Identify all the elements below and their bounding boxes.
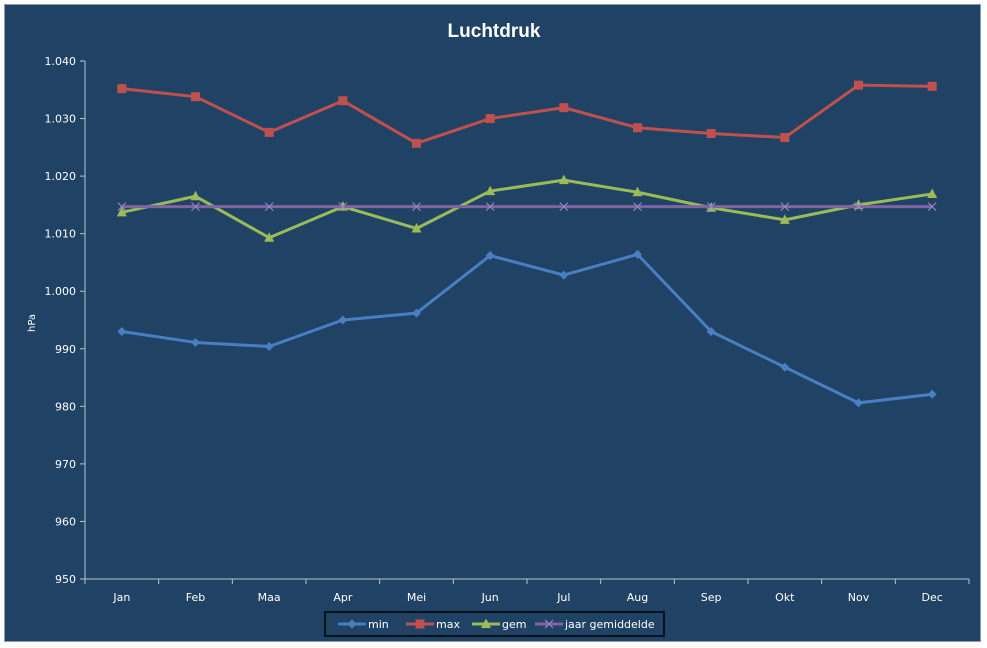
legend-label: min	[368, 618, 389, 631]
x-tick-label: Apr	[333, 591, 353, 604]
chart-title: Luchtdruk	[448, 21, 541, 42]
data-point	[117, 84, 127, 94]
x-tick-label: Dec	[922, 591, 943, 604]
data-point	[706, 202, 716, 212]
data-point	[780, 133, 790, 143]
y-tick-label: 990	[55, 343, 76, 356]
series-group	[116, 80, 938, 408]
x-tick-label: Jul	[556, 591, 570, 604]
y-tick-label: 950	[55, 573, 76, 586]
data-point	[338, 202, 348, 212]
data-point	[116, 206, 127, 217]
data-point	[927, 202, 937, 212]
data-point	[558, 174, 569, 185]
data-point	[264, 232, 275, 242]
series-max	[117, 80, 937, 148]
data-point	[191, 337, 200, 347]
data-point	[780, 202, 790, 212]
legend-marker	[415, 619, 425, 629]
data-point	[927, 389, 937, 399]
data-point	[485, 114, 495, 124]
data-point	[191, 92, 200, 102]
series-jaar-gemiddelde	[117, 202, 937, 212]
y-tick-label: 1.010	[45, 228, 77, 241]
x-tick-label: Sep	[701, 591, 722, 604]
data-point	[338, 96, 348, 106]
data-point	[633, 202, 642, 212]
x-tick-label: Feb	[186, 591, 205, 604]
x-tick-label: Aug	[627, 591, 648, 604]
x-tick-label: Jun	[481, 591, 499, 604]
data-point	[559, 202, 569, 212]
legend: min max gem jaar gemiddelde	[324, 611, 665, 637]
y-tick-label: 970	[55, 458, 76, 471]
x-tick-label: Maa	[258, 591, 281, 604]
legend-marker	[347, 619, 357, 629]
legend-label: jaar gemiddelde	[564, 618, 655, 631]
data-point	[706, 129, 716, 139]
data-point	[338, 315, 348, 325]
y-tick-label: 1.030	[45, 113, 77, 126]
x-tick-label: Nov	[848, 591, 870, 604]
data-point	[412, 202, 421, 212]
data-point	[779, 214, 790, 224]
data-point	[780, 362, 790, 372]
data-point	[854, 398, 863, 408]
legend-label: max	[436, 618, 460, 631]
data-point	[264, 127, 274, 137]
data-point	[191, 202, 200, 212]
data-point	[412, 308, 421, 318]
data-point	[927, 81, 937, 91]
data-point	[264, 202, 274, 212]
data-point	[412, 138, 421, 148]
data-point	[117, 202, 127, 212]
data-point	[559, 270, 569, 280]
series-line	[121, 252, 933, 405]
data-point	[706, 327, 716, 337]
data-point	[485, 202, 495, 212]
data-point	[485, 251, 495, 261]
legend-marker	[544, 619, 554, 629]
data-point	[264, 341, 274, 351]
x-tick-label: Okt	[775, 591, 795, 604]
series-line	[121, 83, 933, 145]
legend-label: gem	[502, 618, 526, 631]
data-point	[854, 202, 863, 212]
axes: 950 960 970 980 990 1.000 1.010 1.020 1.030 1.040…	[45, 55, 970, 604]
data-point	[485, 185, 496, 196]
data-point	[633, 249, 642, 259]
legend-marker	[481, 618, 491, 628]
data-point	[117, 327, 127, 337]
x-tick-label: Jan	[112, 591, 130, 604]
x-tick-label: Mei	[407, 591, 426, 604]
series-gem	[116, 174, 938, 242]
data-point	[854, 80, 863, 90]
data-point	[927, 188, 938, 198]
y-tick-label: 1.020	[45, 170, 77, 183]
data-point	[632, 186, 643, 197]
y-tick-label: 1.040	[45, 55, 77, 68]
series-min	[117, 249, 937, 408]
data-point	[559, 103, 569, 113]
y-tick-label: 1.000	[45, 285, 77, 298]
data-point	[411, 222, 422, 233]
chart-area	[4, 4, 981, 642]
y-tick-label: 980	[55, 400, 76, 413]
y-tick-label: 960	[55, 515, 76, 528]
y-axis-label: hPa	[27, 314, 38, 332]
data-point	[633, 123, 642, 133]
series-line	[121, 178, 933, 240]
data-point	[190, 190, 201, 201]
